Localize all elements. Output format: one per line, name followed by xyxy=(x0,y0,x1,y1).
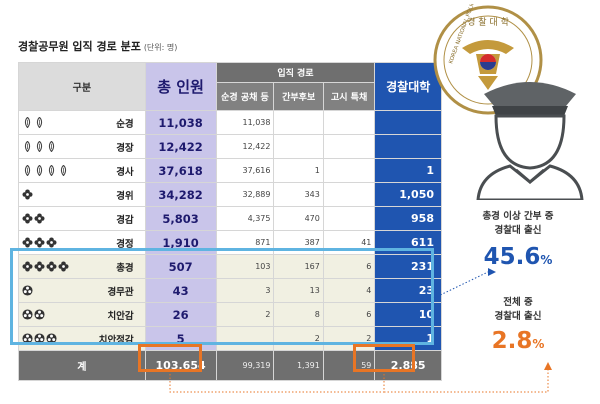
open-cell: 32,889 xyxy=(215,182,275,207)
rank-insignia-icon xyxy=(22,117,45,128)
rank-cell: 순경 xyxy=(18,110,146,135)
insight2-value: 2.8 xyxy=(491,328,533,354)
kpu-cell: 231 xyxy=(374,254,442,279)
rank-insignia-icon xyxy=(22,213,45,224)
rank-name: 경정 xyxy=(116,238,134,250)
rank-cell: 치안정감 xyxy=(18,326,146,351)
emblem-title: 경 찰 대 학 xyxy=(467,16,509,28)
rank-insignia-icon xyxy=(22,237,57,248)
rank-name: 순경 xyxy=(116,118,134,130)
rank-insignia-icon xyxy=(22,189,33,200)
exam-cell xyxy=(322,134,376,159)
table-row: 총경 507 103 167 6 231 xyxy=(18,254,442,279)
rank-name: 경위 xyxy=(116,190,134,202)
insight-connector xyxy=(384,368,549,393)
sum-label: 계 xyxy=(18,350,146,381)
kpu-cell: 10 xyxy=(374,302,442,327)
header-rank: 구분 xyxy=(18,62,146,111)
sum-exam: 59 xyxy=(322,350,376,381)
sum-row: 계 103,654 99,319 1,391 59 2,885 xyxy=(18,350,442,381)
insight1-label-line1: 총경 이상 간부 중 xyxy=(482,211,554,222)
rank-insignia-icon xyxy=(22,261,69,272)
exam-cell: 6 xyxy=(322,254,376,279)
exam-cell xyxy=(322,110,376,135)
header-kpu: 경찰대학 xyxy=(374,62,442,111)
insight1-label-line2: 경찰대 출신 xyxy=(494,225,542,236)
rank-insignia-icon xyxy=(22,309,45,320)
sum-connector xyxy=(169,374,385,393)
exam-cell xyxy=(322,182,376,207)
rank-name: 경사 xyxy=(116,166,134,178)
total-cell: 43 xyxy=(144,278,217,303)
insight2-unit: % xyxy=(532,337,545,351)
open-cell xyxy=(215,326,275,351)
insight-kpu-senior: 총경 이상 간부 중 경찰대 출신 45.6% xyxy=(448,210,588,270)
rank-insignia-icon xyxy=(22,285,33,296)
sum-kpu: 2,885 xyxy=(374,350,442,381)
rank-cell: 경장 xyxy=(18,134,146,159)
sum-open: 99,319 xyxy=(215,350,275,381)
rank-cell: 총경 xyxy=(18,254,146,279)
table-row: 경무관 43 3 13 4 23 xyxy=(18,278,442,303)
rank-name: 경무관 xyxy=(107,286,134,298)
rank-name: 경장 xyxy=(116,142,134,154)
exam-cell: 6 xyxy=(322,302,376,327)
insight2-label-line2: 경찰대 출신 xyxy=(494,311,542,322)
header-open: 순경 공채 등 xyxy=(215,82,275,111)
open-cell: 37,616 xyxy=(215,158,275,183)
rank-insignia-icon xyxy=(22,165,69,176)
personnel-table: 구분 총 인원 입직 경로 경찰대학 순경 공채 등 간부후보 고시 특채 순경… xyxy=(18,62,442,381)
cadet-cell: 1 xyxy=(273,158,324,183)
table-body: 순경 11,038 11,038 경장 12,422 12,422 경사 37,618 37,6… xyxy=(18,110,442,351)
rank-cell: 경무관 xyxy=(18,278,146,303)
total-sum-highlight xyxy=(138,344,202,372)
header-cadet: 간부후보 xyxy=(273,82,324,111)
insight1-unit: % xyxy=(540,253,553,267)
total-cell: 507 xyxy=(144,254,217,279)
exam-cell: 2 xyxy=(322,326,376,351)
rank-cell: 치안감 xyxy=(18,302,146,327)
cadet-cell xyxy=(273,110,324,135)
chart-title: 경찰공무원 입직 경로 분포 (단위: 명) xyxy=(18,40,178,53)
open-cell: 3 xyxy=(215,278,275,303)
rank-name: 치안정감 xyxy=(98,334,134,346)
kpu-cell: 958 xyxy=(374,206,442,231)
rank-insignia-icon xyxy=(22,333,57,344)
cadet-cell: 2 xyxy=(273,326,324,351)
police-officer-icon xyxy=(476,82,584,200)
sum-cadet: 1,391 xyxy=(273,350,324,381)
highlight-connector xyxy=(433,271,490,299)
insight2-label-line1: 전체 중 xyxy=(503,297,533,308)
insight-arrow xyxy=(544,362,552,370)
rank-cell: 경사 xyxy=(18,158,146,183)
kpu-cell xyxy=(374,110,442,135)
open-cell: 2 xyxy=(215,302,275,327)
rank-cell: 경위 xyxy=(18,182,146,207)
exam-cell: 4 xyxy=(322,278,376,303)
insight-kpu-total: 전체 중 경찰대 출신 2.8% xyxy=(448,296,588,354)
highlight-arrow xyxy=(488,268,496,276)
rank-name: 치안감 xyxy=(107,310,134,322)
cadet-cell: 167 xyxy=(273,254,324,279)
table-row: 치안감 26 2 8 6 10 xyxy=(18,302,442,327)
header-exam: 고시 특채 xyxy=(322,82,376,111)
sum-total: 103,654 xyxy=(144,350,217,381)
kpu-sum-highlight xyxy=(353,344,415,372)
unit-label: (단위: 명) xyxy=(143,43,178,52)
cadet-cell: 470 xyxy=(273,206,324,231)
kpu-cell: 23 xyxy=(374,278,442,303)
total-cell: 37,618 xyxy=(144,158,217,183)
senior-rank-highlight xyxy=(10,248,434,345)
cadet-cell: 343 xyxy=(273,182,324,207)
insight1-value: 45.6 xyxy=(483,244,541,270)
rank-name: 경감 xyxy=(116,214,134,226)
rank-name: 총경 xyxy=(116,262,134,274)
total-cell: 26 xyxy=(144,302,217,327)
rank-insignia-icon xyxy=(22,141,57,152)
